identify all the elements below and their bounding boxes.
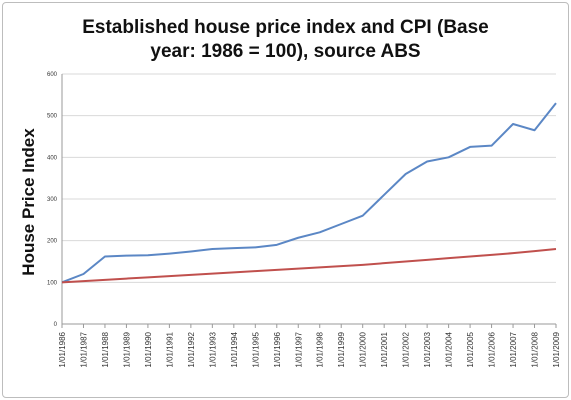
x-tick-label: 1/01/2003 [423,331,432,367]
x-tick-label: 1/01/1999 [337,331,346,367]
x-tick-label: 1/01/1986 [58,331,67,367]
x-tick-label: 1/01/1988 [101,331,110,367]
x-tick-labels: 1/01/1986 1/01/1987 1/01/1988 1/01/1989 1/01… [58,324,561,368]
x-tick-label: 1/01/2008 [531,331,540,367]
chart-title-line-1: Established house price index and CPI (B… [82,17,489,38]
y-tick-label: 500 [47,114,58,120]
x-tick-label: 1/01/2007 [509,331,518,367]
x-tick-label: 1/01/2009 [552,331,561,367]
x-tick-label: 1/01/2000 [359,331,368,367]
x-tick-label: 1/01/1998 [316,331,325,367]
x-tick-label: 1/01/2006 [488,331,497,367]
y-tick-label: 400 [47,155,58,161]
y-tick-label: 0 [54,322,58,328]
x-tick-label: 1/01/1994 [230,331,239,367]
y-tick-label: 600 [47,72,58,78]
x-tick-label: 1/01/1991 [165,331,174,367]
series-line-2 [61,248,557,284]
y-tick-label: 100 [47,280,58,286]
x-tick-label: 1/01/1990 [144,331,153,367]
x-tick-label: 1/01/1992 [187,331,196,367]
axes [61,74,556,325]
gridlines [62,73,556,283]
x-tick-label: 1/01/1996 [273,331,282,367]
x-tick-label: 1/01/2002 [402,331,411,367]
x-tick-label: 1/01/1989 [122,331,131,367]
y-tick-label: 300 [47,197,58,203]
y-tick-labels: 0 100 200 300 400 500 600 [47,72,58,328]
chart-title: Established house price index and CPI (B… [0,16,571,64]
x-tick-label: 1/01/1987 [79,331,88,367]
x-tick-label: 1/01/1997 [294,331,303,367]
x-tick-label: 1/01/1993 [208,331,217,367]
x-tick-label: 1/01/1995 [251,331,260,367]
x-tick-label: 1/01/2001 [380,331,389,367]
x-tick-label: 1/01/2005 [466,331,475,367]
x-tick-label: 1/01/2004 [445,331,454,367]
series-line-1 [61,102,557,284]
data-series [61,102,557,284]
chart-title-line-2: year: 1986 = 100), source ABS [150,41,421,62]
y-tick-label: 200 [47,239,58,245]
